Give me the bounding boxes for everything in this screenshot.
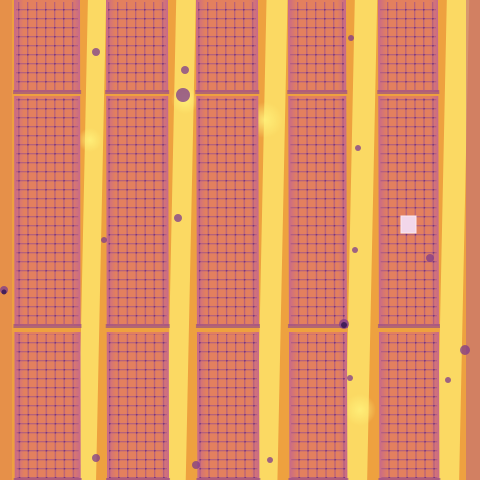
- panel-cell-grid: [16, 2, 79, 90]
- panel-frame: [196, 478, 261, 480]
- panel-cell-grid: [198, 2, 257, 90]
- panel-row: [195, 0, 261, 480]
- panel-cell-grid: [380, 334, 438, 478]
- panel-frame: [13, 90, 82, 94]
- panel-row: [287, 0, 349, 480]
- panel-frame: [378, 478, 441, 480]
- panel-cell-grid: [290, 98, 345, 324]
- panel-cell-grid: [108, 98, 167, 324]
- dark-spot: [174, 214, 182, 222]
- panel-frame: [106, 478, 171, 480]
- panel-row: [105, 0, 171, 480]
- dark-spot: [355, 145, 361, 151]
- panel-frame: [105, 324, 170, 328]
- dark-spot: [352, 247, 358, 253]
- dark-spot: [92, 454, 100, 462]
- panel-frame: [287, 90, 348, 94]
- panel-cell-grid: [198, 334, 258, 478]
- panel-row: [377, 0, 441, 480]
- ground-strip: [166, 0, 196, 480]
- panel-frame: [105, 90, 170, 94]
- panel-frame: [13, 478, 82, 480]
- ground-strip: [436, 0, 470, 480]
- panel-cell-grid: [290, 2, 345, 90]
- panel-cell-grid: [108, 2, 167, 90]
- panel-frame: [195, 324, 260, 328]
- panel-frame: [195, 90, 260, 94]
- dark-spot: [348, 35, 354, 41]
- dark-spot: [101, 237, 107, 243]
- dark-spot: [192, 461, 200, 469]
- panel-frame: [377, 324, 440, 328]
- panel-cell-grid: [108, 334, 168, 478]
- dark-spot: [1, 289, 7, 295]
- dark-spot: [460, 345, 470, 355]
- dark-spot: [426, 254, 434, 262]
- hotspot-cell: [400, 215, 417, 234]
- panel-row: [13, 0, 82, 480]
- dark-spot: [181, 66, 189, 74]
- panel-cell-grid: [380, 98, 437, 324]
- panel-rows: [13, 0, 441, 480]
- dark-spot: [92, 48, 100, 56]
- ground-strip: [344, 0, 378, 480]
- dark-spots: [0, 35, 470, 469]
- panel-cell-grid: [290, 334, 346, 478]
- dark-spot: [176, 88, 190, 102]
- dark-spot: [267, 457, 273, 463]
- panel-frame: [288, 478, 349, 480]
- panel-cell-grid: [16, 98, 79, 324]
- panel-cell-grid: [380, 2, 437, 90]
- ground-strip: [77, 0, 107, 480]
- panel-cell-grid: [16, 334, 79, 478]
- panel-frame: [377, 90, 440, 94]
- panel-cell-grid: [198, 98, 257, 324]
- dark-spot: [445, 377, 451, 383]
- panel-frame: [13, 324, 82, 328]
- panel-frame: [287, 324, 348, 328]
- dark-spot: [347, 375, 353, 381]
- dark-spot: [341, 322, 347, 328]
